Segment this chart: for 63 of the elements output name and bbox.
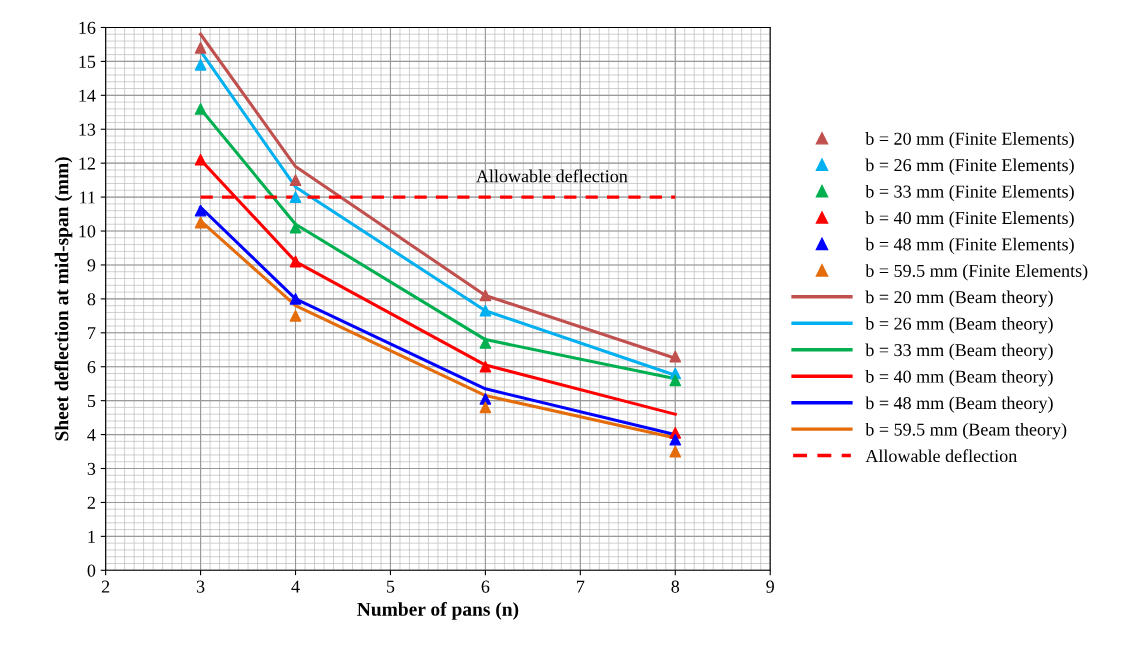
point [669,374,682,387]
point [289,293,302,305]
legend-label: Allowable deflection [865,449,1017,463]
legend-label: b = 20 mm (Finite Elements) [865,132,1074,149]
point [669,433,682,446]
legend-label: b = 26 mm (Finite Elements) [865,158,1074,175]
y-tick-label: 13 [79,123,96,136]
y-tick-label: 6 [87,361,96,374]
point [194,103,207,115]
y-tick-label: 0 [87,564,96,577]
legend-label: b = 20 mm (Beam theory) [865,290,1053,308]
x-tick-label: 3 [196,580,205,593]
x-axis-title: Number of pans (n) [357,601,519,620]
point [194,153,207,166]
y-tick-label: 15 [79,55,96,68]
y-tick-label: 8 [87,293,96,306]
y-tick-label: 5 [87,395,96,408]
y-tick-label: 16 [79,21,96,34]
point [194,216,207,229]
legend-label: b = 33 mm (Beam theory) [865,343,1053,360]
point [289,174,302,186]
point [194,58,207,71]
x-tick-label: 6 [481,580,490,593]
y-tick-label: 11 [80,191,95,204]
point [669,350,682,363]
x-tick-label: 5 [387,580,395,593]
x-tick-label: 9 [766,580,774,593]
y-tick-label: 3 [87,462,96,475]
point [479,393,492,405]
point [479,360,492,373]
legend-label: b = 33 mm (Finite Elements) [865,184,1074,202]
point [289,255,302,268]
legend-label: b = 26 mm (Beam theory) [865,317,1053,334]
y-tick-label: 9 [87,259,96,272]
legend-label: b = 59.5 mm (Finite Elements) [865,264,1088,281]
y-tick-label: 14 [79,89,96,102]
y-tick-label: 12 [79,157,95,170]
legend-label: b = 40 mm (Finite Elements) [865,211,1074,228]
y-tick-label: 7 [88,327,96,340]
x-tick-label: 8 [671,580,680,593]
point [479,304,492,317]
point [479,337,492,349]
point [479,401,492,414]
annotation: Allowable deflection [476,169,628,183]
y-axis-title: Sheet deflection at mid-span (mm) [54,157,73,441]
x-tick-label: 7 [577,580,585,593]
y-tick-label: 1 [88,530,95,543]
y-tick-label: 2 [87,496,95,509]
point [669,445,682,458]
x-tick-label: 4 [291,580,300,593]
x-tick-label: 2 [101,580,110,593]
point [194,41,207,54]
y-tick-label: 4 [87,428,96,441]
legend-label: b = 40 mm (Beam theory) [865,369,1053,387]
legend-label: b = 48 mm (Beam theory) [865,396,1053,413]
legend-label: b = 59.5 mm (Beam theory) [865,422,1067,440]
point [289,221,302,234]
point [289,309,302,322]
point [479,289,492,302]
y-tick-label: 10 [79,225,96,238]
point [194,204,207,217]
legend-label: b = 48 mm (Finite Elements) [865,237,1074,255]
point [289,191,302,203]
